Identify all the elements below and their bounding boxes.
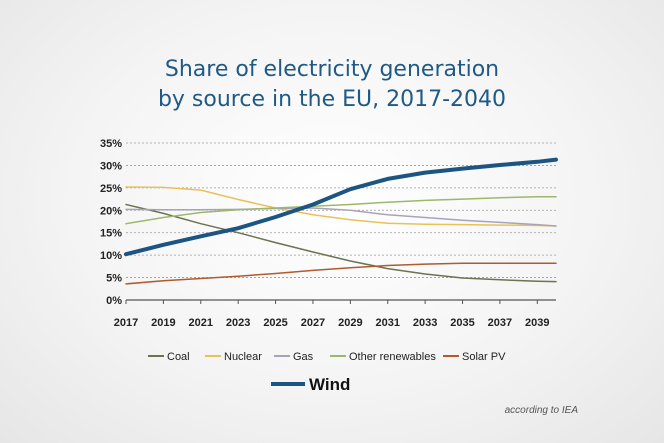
series-line-wind [124,157,558,257]
x-tick-label: 2039 [525,317,549,329]
x-tick-label: 2029 [338,317,362,329]
x-tick-label: 2025 [263,317,287,329]
series-line-solar-pv [125,262,557,285]
legend-label-gas: Gas [293,351,314,363]
y-tick-label: 25% [100,183,122,195]
legend-label-other-renewables: Other renewables [349,351,436,363]
legend-label-nuclear: Nuclear [224,351,262,363]
x-tick-label: 2031 [375,317,399,329]
series-line-other-renewables [125,196,557,225]
x-tick-label: 2027 [301,317,325,329]
chart-title-line-2: by source in the EU, 2017-2040 [157,87,507,112]
legend-label-solar-pv: Solar PV [462,351,506,363]
x-tick-label: 2019 [151,317,175,329]
legend-label-wind: Wind [309,375,350,394]
chart-title: Share of electricity generation by sourc… [0,55,664,115]
series-line-gas [125,207,557,227]
x-tick-label: 2021 [189,317,213,329]
series-line-nuclear [125,186,557,227]
source-note: according to IEA [504,405,578,416]
series-line-coal [125,203,557,283]
x-tick-label: 2033 [413,317,437,329]
y-tick-label: 10% [100,250,122,262]
x-tick-label: 2017 [114,317,138,329]
y-tick-label: 5% [106,273,122,285]
x-tick-label: 2037 [488,317,512,329]
chart-title-line-1: Share of electricity generation [164,57,500,82]
x-tick-label: 2023 [226,317,250,329]
y-tick-label: 35% [100,138,122,150]
y-tick-label: 30% [100,160,122,172]
y-tick-label: 20% [100,205,122,217]
y-tick-label: 0% [106,295,122,307]
legend-label-coal: Coal [167,351,190,363]
y-tick-label: 15% [100,228,122,240]
x-tick-label: 2035 [450,317,474,329]
